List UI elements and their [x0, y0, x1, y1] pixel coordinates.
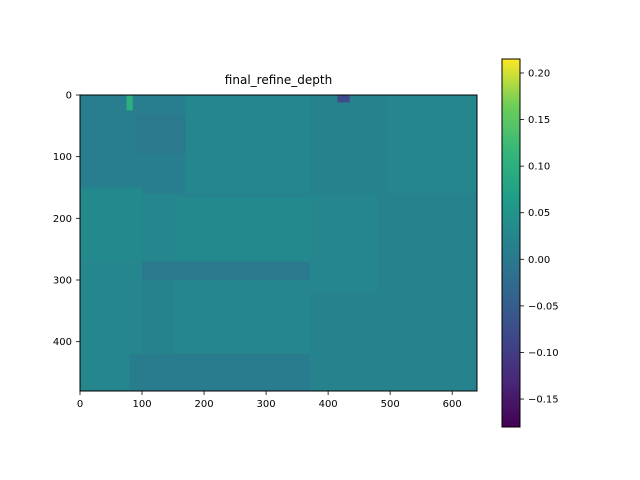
heatmap-region: [135, 113, 192, 154]
heatmap-region: [80, 261, 143, 354]
heatmap-region: [129, 354, 310, 391]
heatmap-region: [337, 95, 350, 103]
heatmap-image: [80, 95, 477, 391]
x-tick-label: 600: [443, 399, 462, 410]
colorbar-axis: 0.20 0.15 0.10 0.05 0.00 −0.05 −0.10 −0.15: [520, 68, 559, 406]
chart-title: final_refine_depth: [225, 73, 332, 87]
heatmap-region: [179, 196, 310, 262]
colorbar-gradient: [502, 59, 520, 427]
x-axis: 0 100 200 300 400 500 600: [77, 391, 462, 410]
y-axis: 0 100 200 300 400: [53, 91, 80, 348]
heatmap-region: [142, 261, 310, 280]
colorbar-tick-label: 0.05: [528, 208, 550, 219]
colorbar-tick-label: 0.20: [528, 68, 550, 79]
heatmap-region: [387, 95, 477, 194]
heatmap-region: [377, 329, 477, 391]
colorbar-frame: [501, 58, 521, 428]
colorbar-tick-label: −0.05: [528, 301, 559, 312]
colorbar-tick-label: 0.10: [528, 162, 550, 173]
heatmap-region: [126, 95, 133, 111]
y-tick-label: 300: [53, 276, 72, 287]
x-tick-label: 400: [319, 399, 338, 410]
y-tick-label: 100: [53, 152, 72, 163]
x-tick-label: 500: [381, 399, 400, 410]
colorbar-tick-label: −0.10: [528, 348, 559, 359]
y-tick-label: 200: [53, 214, 72, 225]
colorbar-tick-label: 0.00: [528, 255, 550, 266]
x-tick-label: 0: [77, 399, 83, 410]
colorbar-tick-label: 0.15: [528, 115, 550, 126]
colorbar-tick-label: −0.15: [528, 395, 559, 406]
x-tick-label: 300: [257, 399, 276, 410]
heatmap-region: [309, 193, 378, 293]
heatmap-region: [173, 280, 316, 354]
heatmap-region: [377, 193, 477, 330]
heatmap-region: [185, 95, 310, 194]
plot-frame: [79, 94, 478, 392]
heatmap-region: [80, 354, 130, 391]
y-tick-label: 400: [53, 337, 72, 348]
x-tick-label: 100: [132, 399, 151, 410]
heatmap-region: [80, 187, 143, 262]
x-tick-label: 200: [195, 399, 214, 410]
heatmap-region: [309, 292, 378, 391]
y-tick-label: 0: [66, 91, 72, 102]
